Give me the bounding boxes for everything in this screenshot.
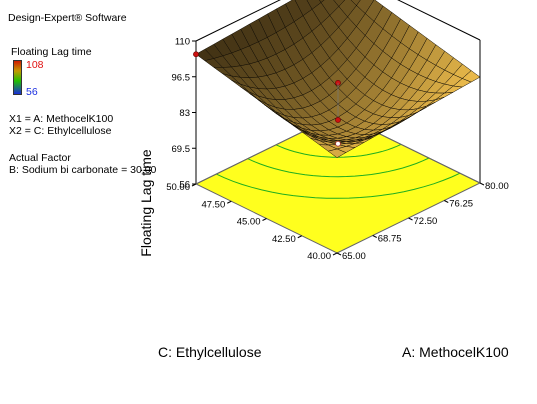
frame-edge	[397, 0, 481, 41]
y-tick-label: 42.50	[272, 234, 296, 245]
design-point-below	[335, 140, 341, 147]
actual-factor-title: Actual Factor	[9, 152, 71, 164]
x-axis-title: A: MethocelK100	[402, 344, 509, 360]
design-point	[335, 117, 341, 123]
y-tick	[227, 200, 232, 204]
z-tick-label: 96.5	[172, 72, 191, 83]
z-axis-title: Floating Lag time	[138, 149, 154, 257]
x-tick-label: 68.75	[378, 234, 402, 245]
design-point	[193, 51, 199, 58]
x-tick	[372, 235, 377, 238]
contour-line	[216, 172, 461, 199]
y-tick-label: 45.00	[237, 217, 261, 228]
color-scale-bar	[13, 60, 22, 95]
factor-x1: X1 = A: MethocelK100	[9, 113, 114, 125]
y-tick	[191, 183, 197, 187]
x-tick-label: 65.00	[342, 251, 366, 262]
actual-factor-value: B: Sodium bi carbonate = 30.00	[9, 164, 157, 176]
x-tick-label: 72.50	[414, 216, 438, 227]
legend-max-value: 108	[26, 59, 44, 71]
y-tick	[297, 235, 302, 239]
y-tick-label: 40.00	[307, 251, 331, 262]
y-tick-label: 47.50	[201, 199, 225, 210]
contour-line	[275, 143, 402, 158]
surface-cell	[319, 0, 325, 3]
x-tick	[336, 252, 342, 256]
legend-title: Floating Lag time	[11, 46, 92, 58]
surface-cell	[327, 148, 347, 158]
z-tick-label: 56	[179, 180, 190, 191]
y-tick-label: 50.00	[166, 182, 190, 193]
y-tick	[262, 218, 267, 221]
surface-cell	[350, 0, 361, 6]
x-tick	[479, 182, 485, 186]
legend-min-value: 56	[26, 86, 38, 98]
z-tick-label: 83	[179, 108, 190, 119]
x-tick-label: 80.00	[485, 181, 509, 192]
x-tick	[408, 217, 413, 221]
x-tick-label: 76.25	[449, 199, 473, 210]
y-tick	[332, 252, 338, 256]
z-tick-label: 110	[175, 37, 190, 48]
software-title: Design-Expert® Software	[8, 12, 127, 24]
contour-line	[247, 157, 430, 178]
factor-x2: X2 = C: Ethylcellulose	[9, 125, 112, 137]
z-tick-label: 69.5	[172, 144, 191, 155]
y-axis-title: C: Ethylcellulose	[158, 344, 262, 360]
frame-edge	[195, 0, 281, 42]
x-tick	[444, 200, 449, 203]
